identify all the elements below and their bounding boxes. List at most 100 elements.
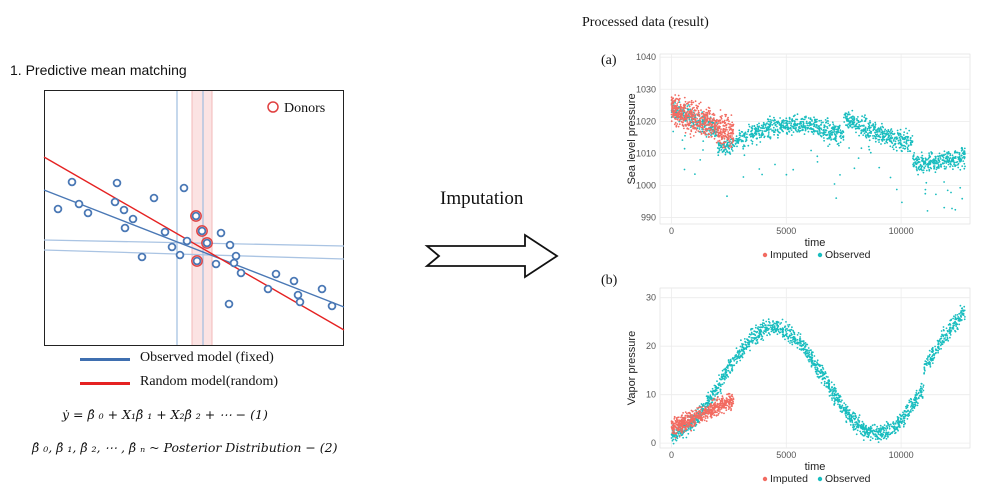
imputed-point [684, 100, 687, 103]
observed-point [756, 123, 759, 126]
observed-point [756, 330, 759, 333]
observed-point [769, 119, 772, 121]
observed-point [681, 139, 684, 141]
observed-point [915, 396, 918, 399]
observed-point [709, 394, 712, 397]
observed-point [912, 409, 914, 412]
observed-point [846, 413, 849, 416]
observed-point [727, 145, 729, 147]
imputed-point [693, 420, 696, 423]
observed-point [951, 154, 954, 157]
observed-point [860, 423, 863, 426]
imputed-point [676, 103, 678, 105]
observed-point [883, 130, 886, 133]
imputed-point [686, 111, 689, 113]
observed-point [768, 123, 771, 126]
observed-point [753, 125, 756, 128]
imputed-point [709, 404, 711, 407]
imputed-point [702, 413, 704, 416]
imputed-point [672, 100, 674, 103]
observed-point [936, 166, 939, 168]
imputed-point [670, 420, 673, 423]
imputed-point [696, 106, 698, 109]
imputed-point [712, 117, 715, 120]
imputed-point [684, 428, 687, 431]
observed-point [796, 130, 799, 133]
observed-point [858, 124, 861, 126]
observed-point [780, 328, 783, 331]
imputed-point [703, 122, 706, 124]
observed-point [827, 376, 829, 378]
observed-point [776, 125, 778, 128]
observed-point [963, 318, 966, 321]
observed-point [946, 189, 949, 192]
observed-point [818, 119, 821, 122]
observed-point [833, 383, 836, 386]
observed-point [795, 129, 797, 132]
observed-point [682, 436, 684, 439]
observed-point [867, 145, 870, 148]
observed-point [889, 176, 892, 179]
observed-point [816, 363, 819, 365]
observed-point [892, 144, 895, 147]
observed-point [693, 429, 695, 431]
observed-point [726, 365, 729, 368]
observed-point [833, 138, 836, 140]
observed-point [934, 171, 937, 174]
observed-point [792, 168, 795, 171]
observed-point [863, 428, 866, 431]
imputed-point [715, 414, 718, 417]
imputed-point [690, 101, 693, 104]
observed-point [851, 421, 854, 424]
legend-observed-marker [817, 252, 823, 258]
imputed-point [712, 131, 715, 133]
observed-point [887, 138, 890, 141]
imputed-point [714, 405, 717, 407]
observed-point [792, 119, 794, 122]
observed-point [958, 152, 961, 154]
data-point [128, 214, 138, 224]
observed-point [798, 123, 801, 125]
observed-point [673, 434, 676, 437]
observed-point [883, 424, 886, 426]
observed-point [758, 332, 760, 334]
observed-point [758, 336, 760, 339]
observed-point [877, 139, 880, 141]
observed-point [940, 337, 943, 340]
observed-point [823, 139, 825, 142]
imputed-point [694, 115, 696, 117]
x-tick-label: 10000 [889, 226, 914, 236]
imputed-point [692, 113, 695, 116]
observed-point [922, 389, 925, 392]
imputed-point [684, 131, 687, 134]
observed-point [879, 429, 882, 431]
imputed-point [696, 121, 699, 124]
imputed-point [716, 411, 718, 414]
observed-point [765, 320, 768, 323]
observed-point [773, 331, 776, 334]
observed-point [897, 139, 900, 142]
observed-point [889, 133, 892, 135]
series-imputed [670, 392, 735, 439]
imputed-point [674, 100, 677, 102]
observed-point [943, 154, 945, 157]
observed-point [866, 129, 869, 131]
observed-point [864, 117, 867, 120]
observed-point [837, 397, 839, 399]
observed-point [937, 343, 940, 346]
observed-point [781, 331, 783, 333]
imputed-point [674, 94, 677, 96]
observed-point [820, 382, 823, 384]
observed-point [867, 132, 869, 135]
observed-point [951, 327, 954, 330]
imputed-point [693, 425, 695, 427]
imputed-point [678, 435, 681, 437]
observed-point [845, 416, 848, 419]
observed-point [800, 122, 802, 125]
data-point [120, 223, 130, 233]
observed-point [952, 317, 954, 320]
imputed-point [689, 110, 691, 113]
observed-point [932, 359, 934, 362]
observed-point [864, 114, 866, 117]
imputed-point [721, 399, 723, 402]
